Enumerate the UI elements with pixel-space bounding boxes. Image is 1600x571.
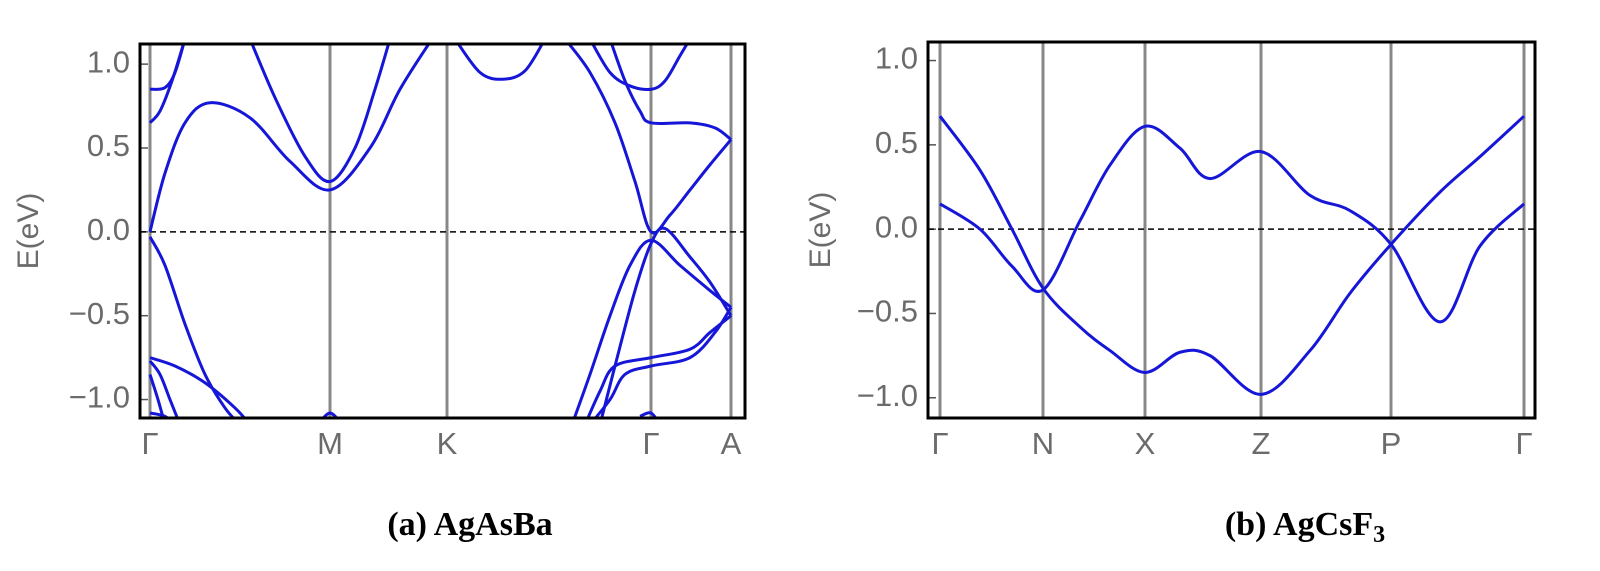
caption-text: (b) AgCsF — [1225, 506, 1373, 543]
y-tick-label: 0.5 — [87, 128, 130, 163]
band — [572, 238, 732, 418]
band — [250, 44, 391, 184]
caption: (a) AgAsBa — [387, 506, 552, 543]
plot-frame — [926, 40, 1537, 420]
caption: (b) AgCsF3 — [1225, 506, 1385, 548]
x-tick-label: Γ — [141, 426, 158, 461]
x-tick-label: K — [437, 426, 458, 461]
y-tick-label: −0.5 — [69, 296, 130, 331]
band — [148, 360, 179, 418]
band — [148, 236, 236, 418]
x-tick-label: Γ — [1515, 426, 1532, 461]
band — [148, 44, 431, 233]
plot-frame — [138, 42, 747, 420]
band — [149, 44, 186, 91]
chart: Γ N X Z P Γ 1.0 0.5 0.0 −0.5 −1.0 E(eV) (b) AgCsF3 — [804, 40, 1537, 548]
y-tick-label: 0.5 — [875, 125, 918, 160]
y-tick-label: −0.5 — [857, 294, 918, 329]
band — [149, 411, 171, 418]
y-tick-label: 0.0 — [875, 209, 918, 244]
chart: Γ M K Γ A 1.0 0.5 0.0 −0.5 −1.0 E(eV) (a) AgAsBa — [12, 42, 747, 543]
x-tick-label: P — [1381, 426, 1402, 461]
x-tick-label: N — [1032, 426, 1054, 461]
band — [939, 124, 1526, 324]
band — [610, 44, 732, 141]
band — [148, 373, 165, 418]
band — [321, 411, 339, 418]
y-tick-label: 1.0 — [87, 44, 130, 79]
x-tick-label: X — [1135, 426, 1156, 461]
y-tick-label: −1.0 — [69, 380, 130, 415]
band — [149, 356, 247, 418]
y-axis-label: E(eV) — [804, 192, 837, 269]
y-axis-label: E(eV) — [12, 193, 45, 270]
band — [456, 44, 544, 81]
band — [600, 226, 733, 418]
x-tick-label: A — [721, 426, 742, 461]
band — [591, 44, 689, 92]
band — [148, 44, 186, 124]
y-tick-label: 1.0 — [875, 41, 918, 76]
y-tick-label: 0.0 — [87, 212, 130, 247]
caption-subscript: 3 — [1373, 522, 1385, 548]
band — [567, 44, 733, 235]
x-tick-label: M — [317, 426, 343, 461]
band — [593, 306, 733, 418]
x-tick-label: Z — [1252, 426, 1271, 461]
y-tick-label: −1.0 — [857, 378, 918, 413]
x-tick-label: Γ — [931, 426, 948, 461]
band — [639, 411, 658, 418]
x-tick-label: Γ — [642, 426, 659, 461]
caption-text: (a) AgAsBa — [387, 506, 552, 543]
band — [586, 314, 732, 418]
band — [938, 115, 1526, 396]
